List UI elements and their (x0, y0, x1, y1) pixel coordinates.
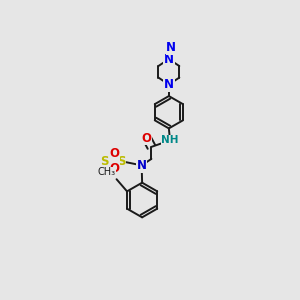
Text: CH₃: CH₃ (97, 167, 116, 177)
Text: O: O (142, 132, 152, 145)
Text: S: S (100, 155, 109, 168)
Text: N: N (166, 41, 176, 54)
Text: O: O (109, 147, 119, 160)
Text: S: S (117, 155, 125, 168)
Text: N: N (164, 78, 174, 91)
Text: N: N (137, 159, 147, 172)
Text: N: N (164, 52, 174, 66)
Text: O: O (109, 162, 119, 175)
Text: NH: NH (161, 135, 179, 146)
